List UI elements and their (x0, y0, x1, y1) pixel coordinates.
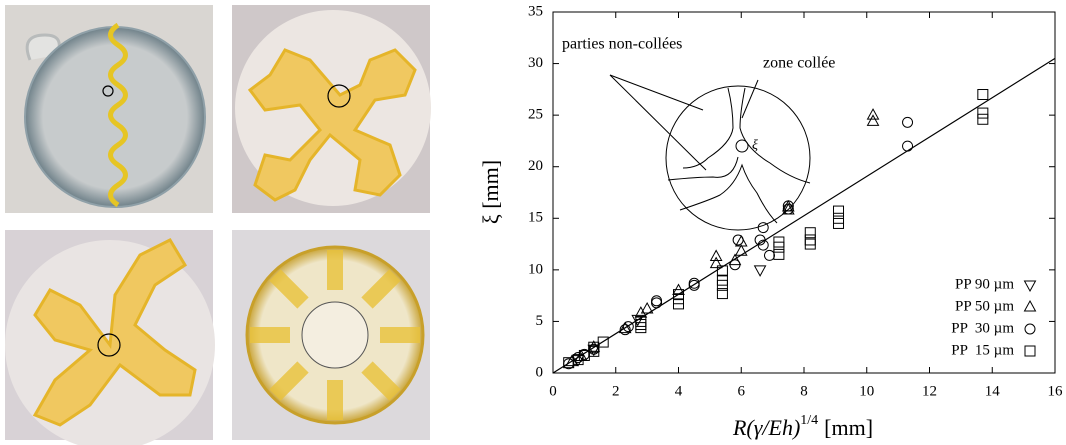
x-label-exponent: 1/4 (800, 413, 818, 428)
data-point (734, 244, 748, 256)
data-point (619, 324, 631, 336)
data-point (833, 205, 845, 217)
data-point (651, 297, 663, 309)
data-point (588, 345, 600, 357)
x-tick-label: 16 (1048, 383, 1064, 399)
data-point (757, 239, 769, 251)
data-point (902, 116, 914, 128)
data-point (833, 217, 845, 229)
inset-diagram (609, 74, 811, 231)
legend-marker (1023, 299, 1037, 312)
annotation: zone collée (763, 55, 835, 72)
data-point (673, 298, 684, 310)
data-point (902, 140, 914, 152)
data-point (866, 114, 880, 126)
y-tick-label: 5 (536, 313, 544, 329)
y-tick-label: 25 (528, 107, 543, 123)
x-tick-label: 14 (985, 383, 1001, 399)
data-point (688, 277, 700, 289)
data-point (732, 234, 744, 246)
data-point (618, 321, 632, 334)
data-point (977, 113, 989, 125)
photo (5, 5, 213, 213)
fit-line (552, 57, 1056, 374)
legend-marker (1023, 280, 1037, 293)
photo (232, 230, 430, 440)
data-point (773, 241, 785, 253)
data-point (634, 306, 648, 318)
data-point (640, 302, 654, 314)
data-point (587, 344, 601, 357)
y-tick-label: 15 (528, 210, 543, 226)
y-tick-label: 30 (528, 55, 543, 71)
y-tick-label: 35 (528, 3, 543, 19)
data-point (622, 321, 634, 333)
x-tick-label: 2 (612, 383, 620, 399)
legend-marker (1024, 323, 1036, 335)
data-point (572, 354, 584, 366)
data-point (729, 259, 741, 271)
x-tick-label: 10 (859, 383, 874, 399)
data-point (563, 357, 575, 369)
data-point (866, 108, 880, 120)
legend-marker (1024, 345, 1036, 357)
legend-label: PP 50 µm (955, 298, 1014, 314)
x-label-main: R(γ/Eh) (732, 415, 800, 440)
data-point (977, 89, 989, 101)
data-point (716, 265, 728, 277)
photo (5, 230, 215, 445)
y-tick-label: 10 (528, 261, 543, 277)
y-tick-label: 0 (536, 364, 544, 380)
data-point (635, 322, 647, 334)
x-tick-label: 8 (800, 383, 808, 399)
data-point (651, 295, 663, 307)
data-point (763, 249, 775, 261)
data-point (709, 256, 723, 269)
annotation: ξ (752, 138, 758, 153)
data-point (757, 222, 769, 234)
data-point (804, 227, 816, 239)
data-point (709, 249, 723, 261)
y-tick-label: 20 (528, 158, 543, 174)
data-point (753, 265, 767, 277)
x-tick-label: 12 (922, 383, 937, 399)
data-point (631, 314, 645, 327)
data-point (578, 349, 590, 361)
x-tick-label: 4 (675, 383, 683, 399)
data-point (782, 200, 794, 212)
data-point (804, 234, 816, 246)
x-label-unit: [mm] (824, 415, 873, 440)
x-tick-label: 0 (549, 383, 557, 399)
data-point (716, 279, 728, 291)
annotation: parties non-collées (562, 36, 682, 53)
legend-label: PP 90 µm (955, 276, 1014, 292)
data-point (773, 248, 785, 260)
data-point (728, 253, 742, 266)
data-point (977, 107, 989, 119)
legend-label: PP 30 µm (951, 320, 1014, 336)
data-point (804, 238, 816, 250)
x-axis-label: R(γ/Eh)1/4 [mm] (732, 413, 873, 440)
data-point (688, 279, 700, 291)
legend-label: PP 15 µm (951, 342, 1014, 358)
data-point (716, 288, 728, 300)
photo (232, 5, 431, 213)
x-tick-label: 6 (738, 383, 746, 399)
data-point (782, 203, 794, 215)
y-axis-label: ξ [mm] (478, 160, 503, 224)
